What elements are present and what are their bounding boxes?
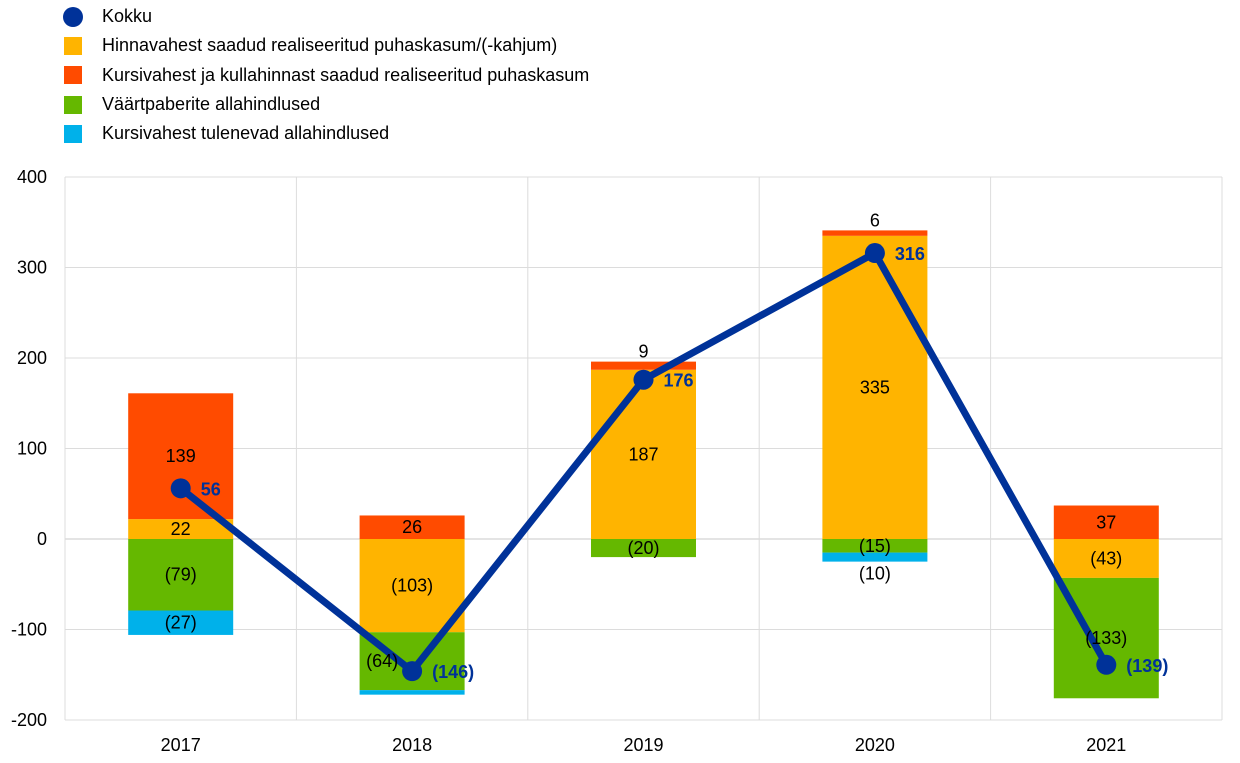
data-label: (20) <box>627 538 659 558</box>
bar-segment <box>128 519 234 539</box>
total-label: 56 <box>201 479 221 499</box>
data-label: 37 <box>1096 512 1116 532</box>
data-label: (103) <box>391 576 433 596</box>
bar-segment <box>822 235 928 539</box>
legend-label: Kokku <box>102 6 153 27</box>
total-point <box>1096 654 1117 675</box>
bar-segment <box>822 552 928 562</box>
legend-swatch <box>64 36 82 55</box>
data-label: 26 <box>402 517 422 537</box>
y-tick-label: 400 <box>17 167 47 187</box>
legend-label: Kursivahest ja kullahinnast saadud reali… <box>102 64 590 85</box>
legend-item-price-gains: Hinnavahest saadud realiseeritud puhaska… <box>62 31 589 60</box>
data-label: (27) <box>165 613 197 633</box>
total-label: (139) <box>1126 656 1168 676</box>
legend-swatch <box>64 95 82 114</box>
bar-segment <box>822 230 928 236</box>
legend-item-fx-gains: Kursivahest ja kullahinnast saadud reali… <box>62 61 589 90</box>
y-tick-label: 100 <box>17 439 47 459</box>
data-label: (15) <box>859 536 891 556</box>
y-tick-label: 200 <box>17 348 47 368</box>
bar-segment <box>591 361 696 370</box>
x-tick-label: 2017 <box>161 735 201 755</box>
y-tick-label: -100 <box>11 620 47 640</box>
total-label: (146) <box>432 662 474 682</box>
total-point <box>170 478 191 499</box>
bar-segment <box>128 610 234 635</box>
y-tick-label: 300 <box>17 258 47 278</box>
x-tick-label: 2021 <box>1086 735 1126 755</box>
total-point <box>864 243 885 264</box>
total-label: 316 <box>895 244 925 264</box>
legend-item-total: Kokku <box>62 2 589 31</box>
data-label: (64) <box>366 651 398 671</box>
legend-label: Kursivahest tulenevad allahindlused <box>102 123 390 144</box>
data-label: 22 <box>171 519 191 539</box>
total-point <box>633 369 654 390</box>
x-tick-label: 2019 <box>623 735 663 755</box>
legend-swatch <box>64 66 82 85</box>
legend-swatch <box>64 124 82 143</box>
total-point <box>402 661 423 682</box>
x-tick-label: 2020 <box>855 735 895 755</box>
bar-segment <box>591 369 696 539</box>
data-label: (133) <box>1085 628 1127 648</box>
legend: Kokku Hinnavahest saadud realiseeritud p… <box>62 2 589 148</box>
data-label: (43) <box>1090 548 1122 568</box>
bar-segment <box>1053 539 1159 578</box>
y-tick-label: -200 <box>11 710 47 730</box>
bar-segment <box>359 539 465 633</box>
legend-label: Hinnavahest saadud realiseeritud puhaska… <box>102 35 558 56</box>
bar-segment <box>591 539 696 558</box>
bar-segment <box>359 690 465 695</box>
data-label: 139 <box>166 446 196 466</box>
total-label: 176 <box>664 371 694 391</box>
data-label: 9 <box>638 342 648 362</box>
data-label: 6 <box>870 210 880 230</box>
x-tick-label: 2018 <box>392 735 432 755</box>
bar-segment <box>822 539 928 553</box>
data-label: 187 <box>628 444 658 464</box>
legend-item-securities-writedowns: Väärtpaberite allahindlused <box>62 90 589 119</box>
bar-segment <box>128 539 234 611</box>
legend-label: Väärtpaberite allahindlused <box>102 94 321 115</box>
legend-item-fx-writedowns: Kursivahest tulenevad allahindlused <box>62 119 589 148</box>
data-label: 335 <box>860 377 890 397</box>
data-label: (10) <box>859 564 891 584</box>
bar-segment <box>1053 505 1159 539</box>
bar-segment <box>359 515 465 539</box>
data-label: (79) <box>165 565 197 585</box>
legend-marker-total <box>63 6 83 27</box>
y-tick-label: 0 <box>37 529 47 549</box>
